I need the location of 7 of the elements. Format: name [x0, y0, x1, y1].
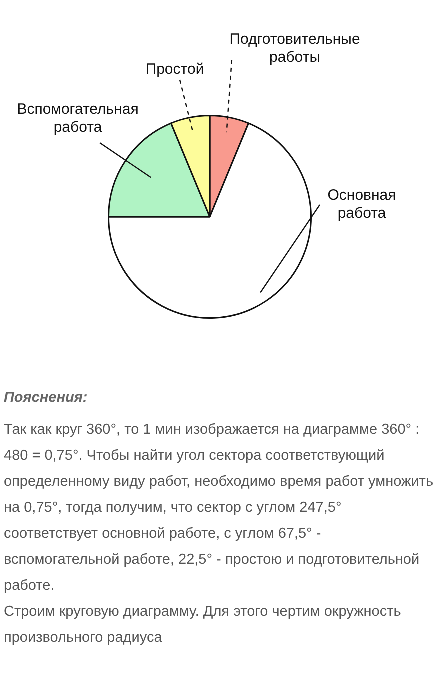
text: Так как круг 360°, то 1 мин изображается на диаграмме 360° : 480 = 0,75°. Чтобы найти угол сектора соответствующий определенному виду работ, необходимо время работ умножить на 0,75°, тогда получим, что сектор с углом 247,5° соответствует основной работе, с углом 67,5° - вспомогательной работе, 22,5° - простою и подготовительной работе.: [4, 421, 434, 596]
slice-label: Подготовительные работы: [230, 31, 360, 66]
slice-label: Вспомогательная работа: [17, 101, 139, 136]
slice-label: Простой: [146, 61, 204, 78]
text: Пояснения:: [4, 389, 89, 408]
slice-label: Основная работа: [328, 187, 396, 222]
text: Строим круговую диаграмму. Для этого чертим окружность произвольного радиуса: [4, 603, 402, 648]
